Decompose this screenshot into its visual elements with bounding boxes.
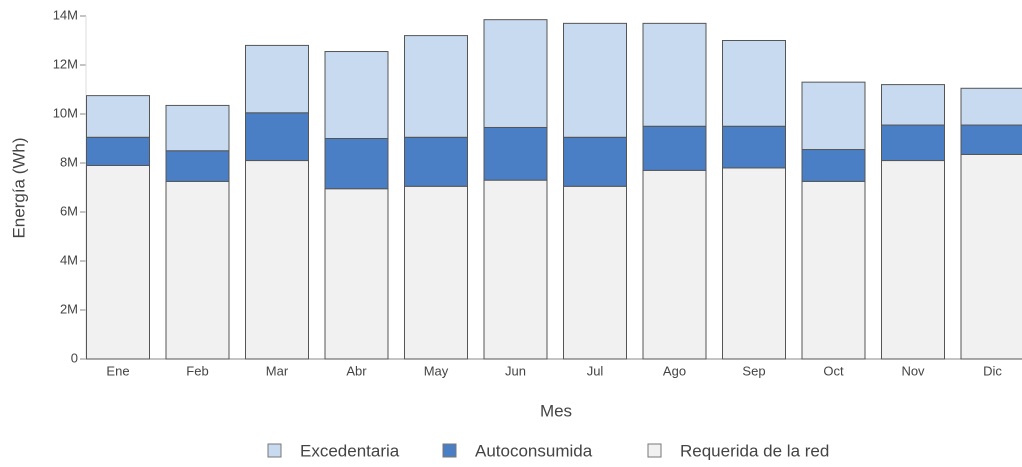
x-tick-label: Abr [346,363,367,378]
x-tick-label: Mar [266,363,289,378]
bar-segment [324,51,389,139]
x-tick-label: Ene [106,363,129,378]
bar-segment [722,40,786,127]
bar-segment [960,87,1022,126]
y-tick-label: 14M [53,7,78,22]
y-tick-label: 8M [60,154,78,169]
bar-segment [642,125,707,171]
legend-text: Requerida de la red [680,441,829,460]
x-tick-label: Feb [186,363,208,378]
bar-segment [483,19,548,128]
bar-segment [404,185,468,360]
bar-segment [722,167,786,360]
bar-segment [483,179,548,360]
x-tick-label: May [424,363,449,378]
bar-segment [245,112,309,162]
legend-text: Autoconsumida [475,441,593,460]
legend-swatch [647,443,662,458]
y-tick-label: 10M [53,105,78,120]
bar-segment [801,149,866,182]
y-tick-label: 0 [71,350,78,365]
bar-segment [563,185,627,360]
bar-segment [722,125,786,169]
bar-segment [801,180,866,360]
bar-segment [960,153,1022,360]
x-tick-label: Dic [983,363,1002,378]
bar-segment [404,35,468,138]
legend-swatch [267,443,282,458]
bar-segment [324,188,389,360]
y-tick-label: 6M [60,203,78,218]
x-tick-label: Sep [742,363,765,378]
bar-segment [563,22,627,138]
bar-segment [245,160,309,360]
bar-segment [86,136,150,166]
x-tick-label: Oct [823,363,844,378]
y-tick-label: 2M [60,301,78,316]
legend-swatch [442,443,457,458]
bar-segment [642,22,707,127]
bar-segment [324,138,389,190]
bar-segment [165,150,230,182]
x-tick-label: Jun [505,363,526,378]
bar-segment [245,44,309,114]
x-tick-label: Jul [587,363,604,378]
bar-segment [165,180,230,360]
bar-segment [801,81,866,151]
bar-segment [86,164,150,360]
bar-segment [165,104,230,152]
x-axis-title: Mes [540,401,572,420]
bar-segment [642,169,707,360]
y-tick-label: 4M [60,252,78,267]
bar-segment [483,126,548,181]
bar-segment [881,160,945,360]
y-tick-label: 12M [53,56,78,71]
x-tick-label: Nov [901,363,925,378]
bar-segment [86,95,150,138]
bar-segment [881,124,945,162]
bar-segment [563,136,627,187]
bar-segment [881,84,945,126]
bar-segment [404,136,468,187]
legend-text: Excedentaria [300,441,400,460]
bar-segment [960,124,1022,155]
y-axis-title: Energía (Wh) [9,137,28,238]
x-tick-label: Ago [663,363,686,378]
